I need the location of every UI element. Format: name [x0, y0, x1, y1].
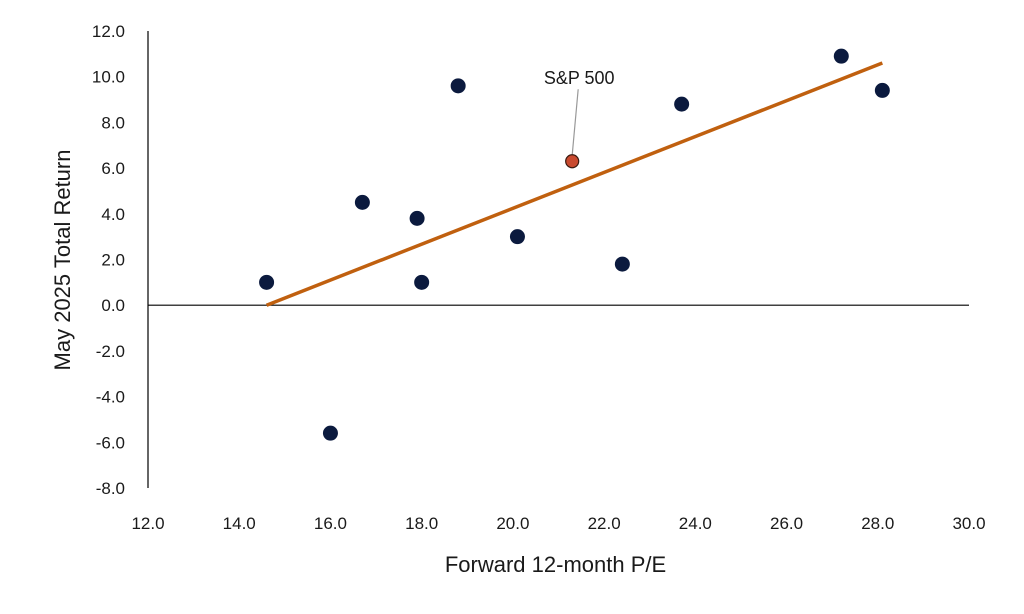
data-point	[450, 78, 466, 94]
x-tick-label: 18.0	[405, 514, 438, 533]
data-point	[674, 96, 690, 112]
y-tick-label: -6.0	[96, 433, 125, 452]
y-tick-label: -2.0	[96, 342, 125, 361]
data-point	[874, 82, 890, 98]
data-point	[259, 274, 275, 290]
data-point	[833, 48, 849, 64]
x-tick-label: 26.0	[770, 514, 803, 533]
data-point	[614, 256, 630, 272]
y-tick-label: -8.0	[96, 479, 125, 498]
x-tick-label: 22.0	[588, 514, 621, 533]
highlight-point	[565, 154, 580, 169]
annotation-label: S&P 500	[544, 68, 615, 88]
data-point	[322, 425, 338, 441]
trendline	[265, 61, 883, 307]
y-tick-label: 0.0	[101, 296, 125, 315]
data-point	[409, 210, 425, 226]
x-axis-ticks: 12.0 14.0 16.0 18.0 20.0 22.0 24.0 26.0 28.0 30.0	[131, 514, 985, 533]
y-tick-label: 4.0	[101, 205, 125, 224]
annotation-leader-line	[571, 89, 579, 156]
data-point	[414, 274, 430, 290]
x-tick-label: 30.0	[952, 514, 985, 533]
x-tick-label: 16.0	[314, 514, 347, 533]
x-tick-label: 20.0	[496, 514, 529, 533]
x-tick-label: 12.0	[131, 514, 164, 533]
data-point	[354, 194, 370, 210]
data-point	[509, 229, 525, 245]
x-tick-label: 28.0	[861, 514, 894, 533]
x-axis-title: Forward 12-month P/E	[445, 552, 666, 577]
y-tick-label: 12.0	[92, 22, 125, 41]
y-axis-title: May 2025 Total Return	[50, 150, 75, 371]
y-tick-label: -4.0	[96, 388, 125, 407]
x-tick-label: 14.0	[223, 514, 256, 533]
y-tick-label: 8.0	[101, 113, 125, 132]
y-axis-ticks: 12.0 10.0 8.0 6.0 4.0 2.0 0.0 -2.0 -4.0 -6.0 -8.0	[92, 22, 125, 498]
y-tick-label: 6.0	[101, 159, 125, 178]
y-tick-label: 2.0	[101, 251, 125, 270]
y-tick-label: 10.0	[92, 68, 125, 87]
x-tick-label: 24.0	[679, 514, 712, 533]
data-points	[259, 48, 890, 441]
